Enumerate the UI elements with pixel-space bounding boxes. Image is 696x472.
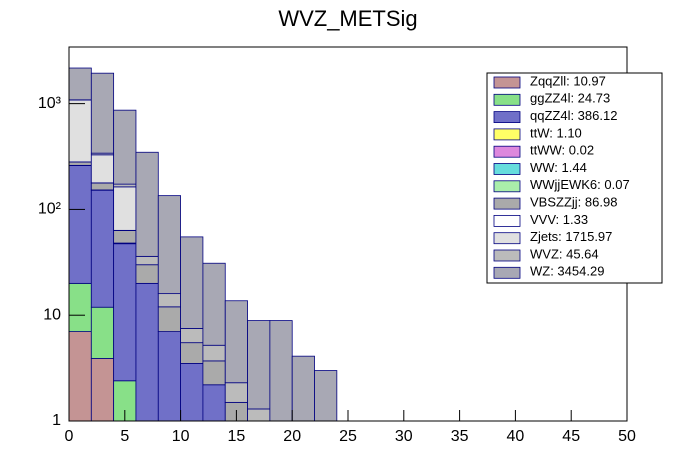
- legend-swatch: [493, 128, 521, 141]
- legend-box: [486, 72, 663, 284]
- legend-label: ttWW: 0.02: [530, 143, 594, 158]
- bar: [113, 183, 137, 188]
- x-tick-label: 10: [172, 428, 190, 445]
- legend-label: ZqqZll: 10.97: [530, 73, 606, 88]
- bar: [135, 151, 159, 257]
- y-tick-label: 10: [43, 306, 61, 323]
- legend-swatch: [493, 93, 521, 106]
- bar: [68, 161, 92, 166]
- x-tick-label: 40: [507, 428, 525, 445]
- legend-swatch: [493, 214, 521, 227]
- bar: [90, 182, 115, 191]
- bar: [157, 331, 181, 422]
- legend: ZqqZll: 10.97 ggZZ4l: 24.73 qqZZ4l: 386.12…: [486, 72, 663, 284]
- x-tick-label: 25: [339, 428, 357, 445]
- bar: [113, 243, 137, 382]
- bar: [135, 264, 159, 284]
- y-tick-label: 10²: [38, 201, 62, 218]
- bar: [291, 355, 315, 422]
- bar: [113, 186, 137, 231]
- x-tick-label: 35: [451, 428, 469, 445]
- x-tick-label: 0: [65, 428, 74, 445]
- bar: [68, 165, 92, 284]
- bar: [202, 344, 226, 362]
- bar: [90, 154, 115, 184]
- plot-area: [68, 67, 338, 422]
- bar: [157, 195, 181, 295]
- legend-swatch: [493, 163, 521, 175]
- legend-swatch: [493, 266, 521, 279]
- legend-label: WZ: 3454.29: [530, 264, 604, 279]
- legend-label: qqZZ4l: 386.12: [530, 108, 617, 123]
- legend-label: WWjjEWK6: 0.07: [530, 177, 630, 192]
- bar: [314, 370, 338, 422]
- bar: [180, 328, 204, 344]
- legend-swatch: [493, 111, 521, 123]
- x-tick-label: 30: [395, 428, 413, 445]
- bar: [90, 358, 115, 422]
- bar: [180, 342, 204, 364]
- bar: [90, 189, 115, 308]
- bar: [269, 320, 293, 422]
- legend-label: WVZ: 45.64: [530, 246, 599, 261]
- chart-title: WVZ_METSig: [278, 6, 417, 31]
- bar: [180, 363, 204, 422]
- legend-swatch: [493, 232, 521, 245]
- bar: [113, 230, 137, 244]
- bar: [180, 236, 204, 329]
- bar: [202, 360, 226, 386]
- bar: [113, 109, 137, 185]
- legend-swatch: [493, 249, 521, 262]
- bar: [202, 262, 226, 346]
- legend-label: ttW: 1.10: [530, 125, 582, 140]
- legend-swatch: [493, 76, 521, 89]
- x-tick-label: 45: [562, 428, 580, 445]
- x-tick-label: 20: [283, 428, 301, 445]
- bar: [90, 72, 115, 154]
- bar: [68, 282, 92, 332]
- bar: [90, 306, 115, 359]
- legend-label: WW: 1.44: [530, 160, 587, 175]
- bar: [135, 255, 159, 266]
- bar: [224, 300, 248, 384]
- legend-swatch: [493, 180, 521, 193]
- y-tick-label: 1: [52, 412, 61, 429]
- legend-label: Zjets: 1715.97: [530, 229, 612, 244]
- bar: [68, 67, 92, 101]
- legend-label: VVV: 1.33: [530, 212, 588, 227]
- bar: [157, 306, 181, 332]
- x-tick-label: 15: [228, 428, 246, 445]
- bar: [224, 382, 248, 403]
- y-tick-label: 10³: [38, 95, 62, 112]
- x-tick-label: 50: [618, 428, 636, 445]
- bar: [202, 384, 226, 422]
- bar: [247, 408, 271, 422]
- bar: [68, 331, 92, 422]
- legend-label: VBSZZjj: 86.98: [530, 195, 617, 210]
- bar: [247, 320, 271, 410]
- bar: [135, 282, 159, 422]
- bar: [157, 293, 181, 308]
- bar: [68, 99, 92, 163]
- legend-swatch: [493, 145, 521, 158]
- legend-swatch: [493, 197, 521, 210]
- legend-label: ggZZ4l: 24.73: [530, 91, 610, 106]
- x-tick-label: 5: [120, 428, 129, 445]
